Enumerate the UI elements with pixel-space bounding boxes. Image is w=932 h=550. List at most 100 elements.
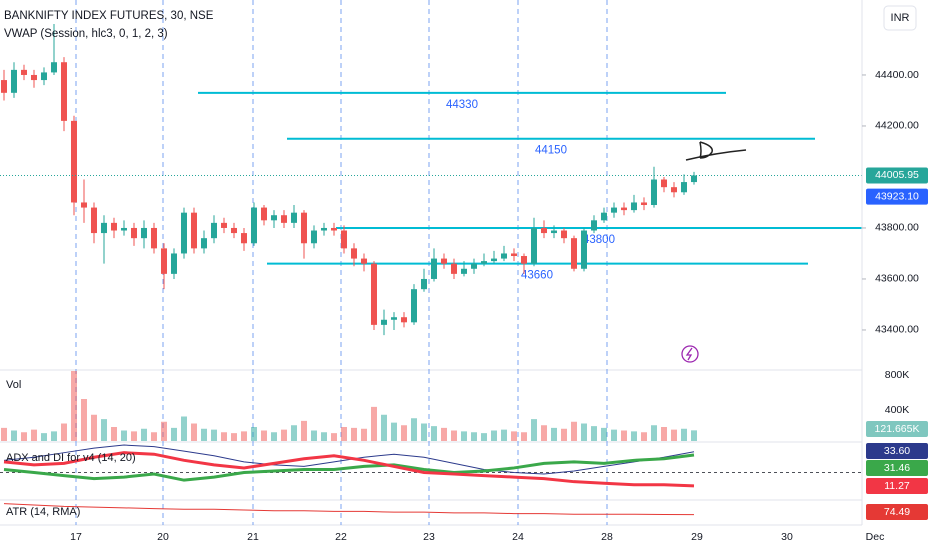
volume-bar — [391, 422, 397, 441]
candle-body — [561, 230, 567, 239]
y-tick-label: 44400.00 — [875, 69, 919, 81]
volume-bar — [661, 427, 667, 441]
volume-bar — [381, 414, 387, 441]
candle-body — [11, 69, 17, 93]
candle-body — [641, 202, 647, 206]
candle-body — [691, 175, 697, 183]
value-label: 31.46 — [884, 462, 910, 474]
candle-body — [421, 278, 427, 290]
candle-body — [571, 238, 577, 269]
candle-body — [651, 179, 657, 206]
volume-bar — [651, 425, 657, 441]
level-label: 44330 — [446, 99, 478, 111]
alert-bolt — [685, 347, 693, 361]
value-badge — [866, 504, 928, 520]
volume-bar — [121, 430, 127, 441]
vwap-label: 43923.10 — [875, 190, 919, 202]
volume-bar — [161, 421, 167, 441]
candle-body — [451, 263, 457, 274]
candle-body — [221, 222, 227, 228]
candle-body — [681, 182, 687, 193]
candle-body — [591, 220, 597, 231]
candle-body — [381, 319, 387, 325]
y-tick-label: 43600.00 — [875, 273, 919, 285]
volume-bar — [311, 430, 317, 441]
candle-body — [41, 72, 47, 81]
y-tick-label: 400K — [885, 404, 910, 416]
y-tick-label: 43800.00 — [875, 222, 919, 234]
volume-bar — [571, 421, 577, 441]
volume-bar — [291, 425, 297, 441]
volume-bar — [631, 431, 637, 441]
candle-body — [621, 207, 627, 211]
x-tick-label: 24 — [512, 531, 524, 543]
level-label: 43800 — [583, 234, 615, 246]
candle-body — [431, 258, 437, 279]
candle-body — [181, 212, 187, 254]
pane-title: ATR (14, RMA) — [6, 506, 80, 518]
x-tick-label: 29 — [691, 531, 703, 543]
value-label: 11.27 — [884, 480, 910, 492]
volume-bar — [131, 431, 137, 441]
volume-bar — [21, 432, 27, 441]
candle-body — [501, 253, 507, 259]
volume-bar — [271, 432, 277, 441]
candle-body — [371, 263, 377, 325]
candle-body — [581, 230, 587, 269]
vwap-badge — [866, 188, 928, 205]
volume-bar — [331, 433, 337, 441]
volume-bar — [361, 428, 367, 441]
candle-body — [391, 317, 397, 320]
volume-bar — [371, 406, 377, 441]
volume-bar — [171, 427, 177, 441]
volume-bar — [91, 414, 97, 441]
volume-bar — [151, 432, 157, 441]
volume-bar — [691, 430, 697, 441]
candle-body — [91, 207, 97, 234]
y-tick-label: 800K — [885, 369, 910, 381]
volume-bar — [531, 419, 537, 441]
candle-body — [131, 227, 137, 239]
volume-bar — [61, 423, 67, 441]
value-label: 74.49 — [884, 506, 910, 518]
candle-body — [201, 238, 207, 249]
candle-body — [351, 248, 357, 259]
volume-bar — [71, 371, 77, 441]
candle-body — [461, 268, 467, 274]
currency-button[interactable] — [883, 5, 917, 31]
volume-bar — [431, 426, 437, 441]
candle-body — [511, 253, 517, 257]
volume-bar — [561, 428, 567, 441]
x-tick-label: 22 — [335, 531, 347, 543]
candle-body — [31, 74, 37, 81]
volume-bar — [621, 430, 627, 441]
volume-bar — [551, 427, 557, 441]
volume-bar — [141, 428, 147, 441]
volume-bar — [461, 431, 467, 441]
candle-body — [521, 256, 527, 264]
volume-bar — [491, 430, 497, 441]
candle-body — [111, 222, 117, 231]
currency: INR — [891, 12, 910, 24]
volume-bar — [261, 430, 267, 441]
value-badge — [866, 460, 928, 476]
indicator-line — [3, 503, 695, 516]
candle-body — [101, 222, 107, 234]
candle-body — [51, 62, 57, 73]
volume-bar — [321, 432, 327, 441]
volume-bar — [481, 433, 487, 441]
candle-body — [631, 202, 637, 211]
price-badge — [866, 167, 928, 184]
pane-title: Vol — [6, 379, 21, 391]
x-tick-label: Dec — [866, 531, 885, 543]
volume-bar — [511, 431, 517, 441]
level-label: 43660 — [521, 270, 553, 282]
alert-icon[interactable] — [681, 345, 699, 363]
volume-bar — [581, 423, 587, 441]
candle-body — [311, 230, 317, 244]
volume-bar — [351, 427, 357, 441]
volume-bar — [181, 416, 187, 441]
candle-body — [341, 230, 347, 249]
volume-bar — [441, 427, 447, 441]
candle-body — [271, 215, 277, 221]
